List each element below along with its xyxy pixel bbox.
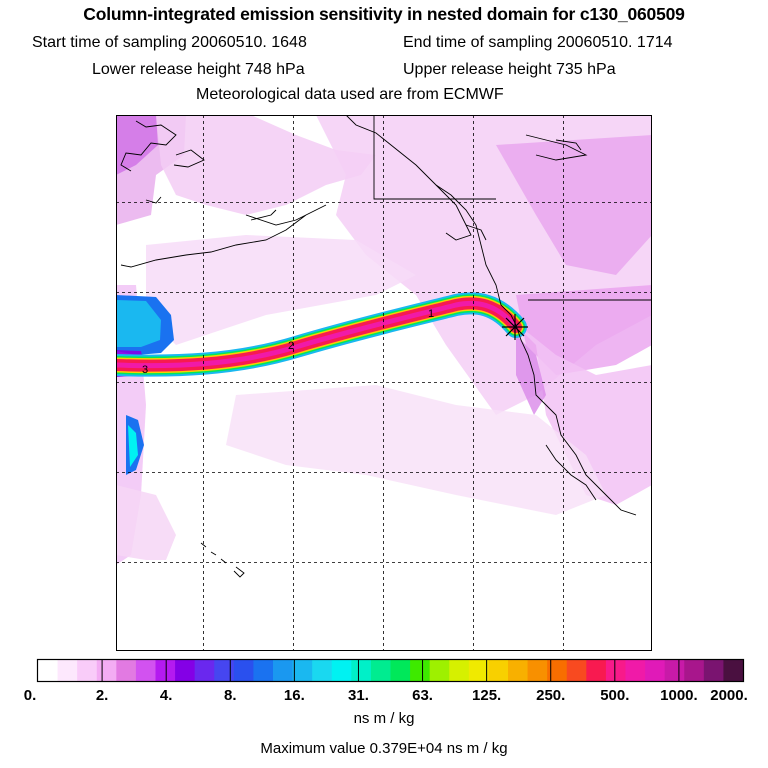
colorbar-tick-label: 500. xyxy=(600,687,630,704)
colorbar-tick-label: 2. xyxy=(95,687,109,704)
colorbar-units: ns m / kg xyxy=(353,710,415,727)
colorbar-cell xyxy=(214,660,235,681)
chart-title: Column-integrated emission sensitivity i… xyxy=(83,4,685,24)
colorbar-cell xyxy=(155,660,176,681)
colorbar-cell xyxy=(723,660,744,681)
colorbar-cell xyxy=(273,660,294,681)
colorbar-cell xyxy=(547,660,568,681)
start-time-label: Start time of sampling 20060510. 1648 xyxy=(32,34,307,51)
colorbar-tick-label: 31. xyxy=(348,687,369,704)
plume-marker-3: 3 xyxy=(142,364,148,376)
colorbar-cell xyxy=(292,660,313,681)
colorbar-tick-label: 0. xyxy=(23,687,37,704)
colorbar-tick-label: 125. xyxy=(472,687,502,704)
colorbar-cell xyxy=(77,660,98,681)
colorbar-cell xyxy=(449,660,470,681)
end-time-label: End time of sampling 20060510. 1714 xyxy=(403,34,673,51)
colorbar xyxy=(36,658,745,683)
colorbar-cell xyxy=(625,660,646,681)
colorbar-tick-label: 63. xyxy=(412,687,433,704)
colorbar-cell xyxy=(566,660,587,681)
colorbar-cell xyxy=(605,660,627,681)
colorbar-tick-label: 16. xyxy=(283,687,305,704)
colorbar-cell xyxy=(96,660,117,681)
colorbar-cell xyxy=(135,660,157,681)
colorbar-cell xyxy=(429,660,450,681)
colorbar-tick-label: 1000. xyxy=(660,687,698,704)
met-data-label: Meteorological data used are from ECMWF xyxy=(196,86,504,103)
colorbar-cell xyxy=(116,660,137,681)
colorbar-cell xyxy=(468,660,490,681)
coastlines xyxy=(120,115,652,578)
release-site-icon xyxy=(502,314,528,340)
colorbar-cell xyxy=(351,660,372,681)
colorbar-cell xyxy=(312,660,333,681)
colorbar-cell xyxy=(175,660,196,681)
colorbar-cell xyxy=(390,660,411,681)
plume-marker-1: 1 xyxy=(428,308,434,320)
plume-trajectory xyxy=(116,292,527,377)
colorbar-tick-label: 8. xyxy=(224,687,237,704)
colorbar-tick-label: 2000. xyxy=(710,687,748,704)
sensitivity-field xyxy=(116,115,652,565)
colorbar-cell xyxy=(233,660,255,681)
graticule xyxy=(116,115,652,651)
colorbar-cell xyxy=(488,660,509,681)
colorbar-tick-label: 4. xyxy=(159,687,173,704)
colorbar-cell xyxy=(664,660,685,681)
colorbar-cell xyxy=(703,660,725,681)
colorbar-cell xyxy=(527,660,548,681)
upper-release-label: Upper release height 735 hPa xyxy=(403,61,616,78)
colorbar-tick-label: 250. xyxy=(536,687,566,704)
colorbar-cell xyxy=(370,660,392,681)
colorbar-cell xyxy=(253,660,274,681)
maximum-value-label: Maximum value 0.379E+04 ns m / kg xyxy=(260,740,508,757)
colorbar-cell xyxy=(645,660,666,681)
colorbar-cell xyxy=(508,660,529,681)
colorbar-cell xyxy=(38,660,59,681)
map-frame xyxy=(116,115,652,651)
map-panel: 1 2 3 xyxy=(116,115,652,651)
colorbar-cell xyxy=(684,660,705,681)
colorbar-cell xyxy=(586,660,607,681)
colorbar-cell xyxy=(57,660,78,681)
colorbar-cell xyxy=(194,660,215,681)
lower-release-label: Lower release height 748 hPa xyxy=(92,61,305,78)
plume-marker-2: 2 xyxy=(288,340,294,352)
colorbar-cell xyxy=(410,660,431,681)
colorbar-cell xyxy=(331,660,352,681)
